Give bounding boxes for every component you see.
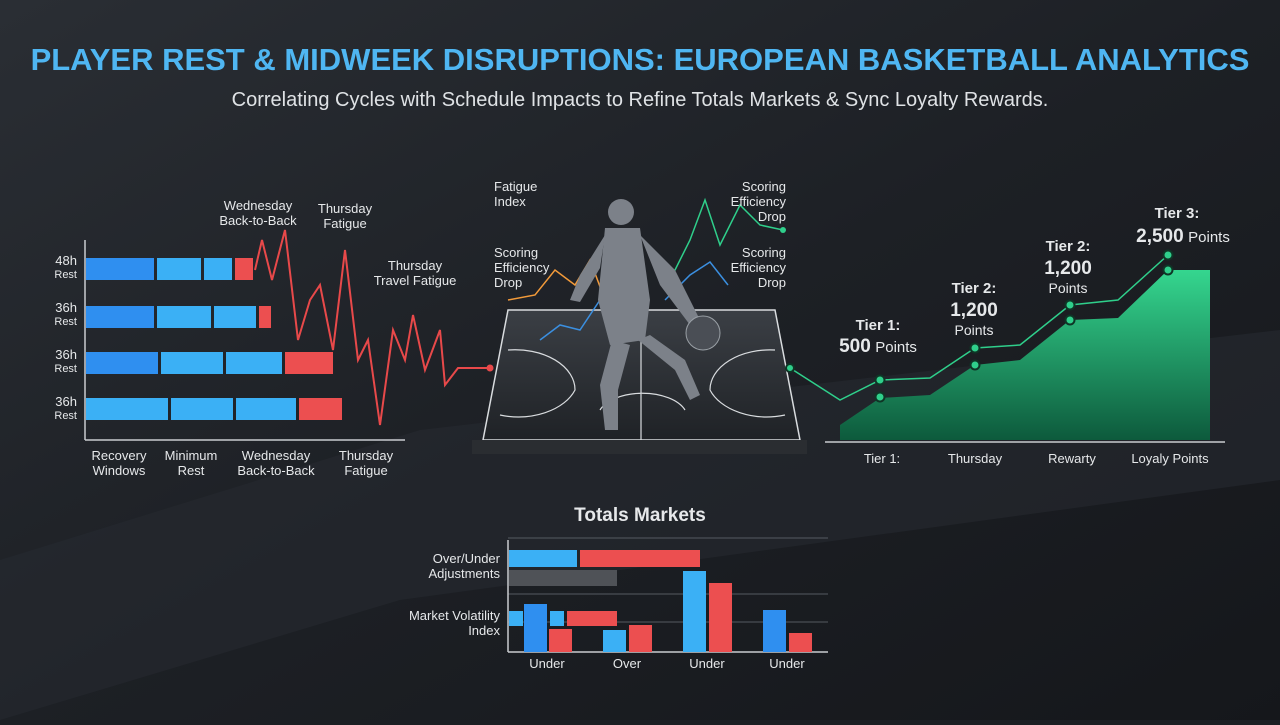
tier-points: 1,200 xyxy=(1044,258,1092,279)
panel-label: Scoring xyxy=(494,245,538,260)
x-label: Loyaly Points xyxy=(1131,451,1209,466)
x-label: Rewarty xyxy=(1048,451,1096,466)
panel-label: Scoring xyxy=(742,245,786,260)
annotation: Back-to-Back xyxy=(219,213,297,228)
tier-unit: Points xyxy=(875,339,917,356)
panel-label: Efficiency xyxy=(494,260,550,275)
panel-label: Drop xyxy=(758,209,786,224)
row-label: 36h xyxy=(55,394,77,409)
court-lines xyxy=(499,310,786,440)
x-label: Thursday xyxy=(948,451,1003,466)
x-label: Wednesday xyxy=(242,448,311,463)
x-label: Windows xyxy=(93,463,146,478)
tier-name: Tier 1: xyxy=(856,317,901,334)
annotation: Thursday xyxy=(388,258,443,273)
tier-points: 500 xyxy=(839,336,871,357)
row-label: Rest xyxy=(54,316,77,328)
tier-unit: Points xyxy=(1049,280,1088,296)
x-label: Recovery xyxy=(92,448,147,463)
panel-label: Efficiency xyxy=(731,260,787,275)
x-label: Rest xyxy=(178,463,205,478)
row-label: 48h xyxy=(55,253,77,268)
title: PLAYER REST & MIDWEEK DISRUPTIONS: EUROP… xyxy=(31,42,1250,77)
x-label: Minimum xyxy=(165,448,218,463)
panel-label: Efficiency xyxy=(731,194,787,209)
tier-points: 1,200 xyxy=(950,300,998,321)
annotation: Wednesday xyxy=(224,198,293,213)
x-label: Tier 1: xyxy=(864,451,900,466)
fatigue-line xyxy=(254,229,490,426)
player-panel: FatigueIndexScoringEfficiencyDropScoring… xyxy=(472,179,807,454)
x-label: Fatigue xyxy=(344,463,387,478)
panel-label: Scoring xyxy=(742,179,786,194)
tier-name: Tier 2: xyxy=(1046,238,1091,255)
bars xyxy=(86,258,342,420)
player xyxy=(570,199,700,430)
dots xyxy=(785,249,1174,403)
tier-points: 2,500 xyxy=(1136,226,1184,247)
annotation: Thursday xyxy=(318,201,373,216)
x-label: Under xyxy=(689,656,725,671)
x-label: Under xyxy=(529,656,565,671)
panel-label: Drop xyxy=(758,275,786,290)
x-label: Under xyxy=(769,656,805,671)
panel-label: Index xyxy=(494,194,526,209)
subtitle: Correlating Cycles with Schedule Impacts… xyxy=(232,89,1049,111)
line xyxy=(669,197,784,281)
x-label: Thursday xyxy=(339,448,394,463)
row-label: Rest xyxy=(54,363,77,375)
bars xyxy=(509,550,812,652)
row-label: Over/Under xyxy=(433,551,501,566)
x-label: Over xyxy=(613,656,642,671)
x-label: Back-to-Back xyxy=(237,463,315,478)
row-label: Index xyxy=(468,623,500,638)
row-label: 36h xyxy=(55,347,77,362)
tier-unit: Points xyxy=(1188,229,1230,246)
dot xyxy=(780,227,786,233)
dot xyxy=(486,364,494,372)
tier-unit: Points xyxy=(955,322,994,338)
totals-title: Totals Markets xyxy=(574,505,706,526)
row-label: 36h xyxy=(55,300,77,315)
panel-label: Drop xyxy=(494,275,522,290)
tier-points: 500 Points xyxy=(839,336,917,357)
row-label: Rest xyxy=(54,410,77,422)
row-label: Rest xyxy=(54,269,77,281)
tier-points: 2,500 Points xyxy=(1136,226,1230,247)
tier-name: Tier 2: xyxy=(952,280,997,297)
row-label: Adjustments xyxy=(428,566,500,581)
tier-name: Tier 3: xyxy=(1155,205,1200,222)
annotation: Fatigue xyxy=(323,216,366,231)
court-edge xyxy=(472,440,807,454)
panel-label: Fatigue xyxy=(494,179,537,194)
annotation: Travel Fatigue xyxy=(374,273,457,288)
row-label: Market Volatility xyxy=(409,608,501,623)
ball xyxy=(685,315,721,351)
area xyxy=(840,270,1210,440)
